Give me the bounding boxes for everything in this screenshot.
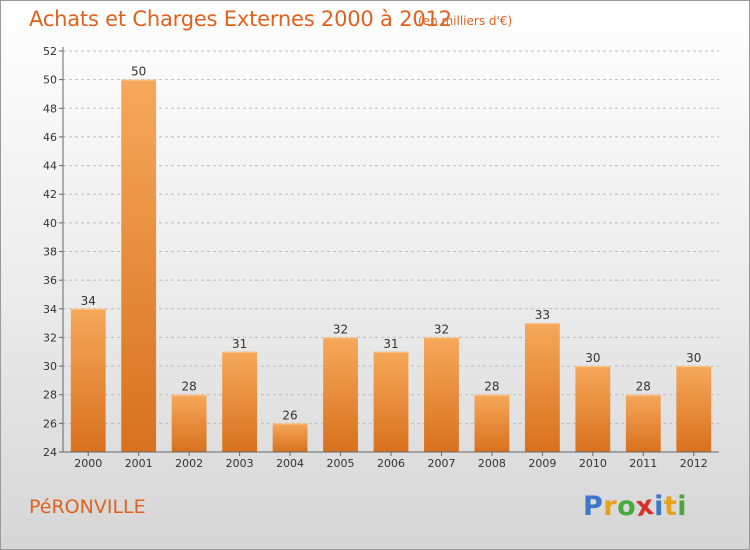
x-tick-label-2002: 2002: [175, 457, 203, 470]
commune-name: PéRONVILLE: [29, 496, 146, 518]
y-tick-label: 44: [43, 160, 57, 173]
data-label-2000: 34: [81, 294, 96, 308]
data-label-2001: 50: [131, 65, 146, 79]
y-tick-label: 40: [43, 217, 57, 230]
y-tick-label: 34: [43, 303, 57, 316]
x-tick-label-2005: 2005: [327, 457, 355, 470]
x-tick-label-2004: 2004: [276, 457, 304, 470]
bar-2012: [676, 366, 712, 452]
y-tick-label: 46: [43, 131, 57, 144]
logo-letter: r: [603, 491, 618, 522]
y-tick-label: 38: [43, 246, 57, 259]
bar-2000: [70, 308, 106, 452]
x-tick-label-2012: 2012: [680, 457, 708, 470]
y-tick-label: 30: [43, 360, 57, 373]
bar-2008: [474, 394, 510, 452]
bar-2003: [222, 351, 258, 452]
bar-2007: [424, 337, 459, 452]
data-label-2010: 30: [585, 351, 600, 365]
y-tick-label: 42: [43, 188, 57, 201]
y-tick-label: 32: [43, 331, 57, 344]
logo-letter: i: [654, 491, 664, 522]
x-tick-label-2003: 2003: [226, 457, 254, 470]
x-tick-label-2008: 2008: [478, 457, 506, 470]
data-label-2007: 32: [434, 322, 449, 336]
x-tick-label-2009: 2009: [528, 457, 556, 470]
data-label-2004: 26: [282, 408, 297, 422]
y-tick-label: 26: [43, 417, 57, 430]
chart-subtitle: (en milliers d'€): [418, 14, 513, 28]
logo-letter: o: [617, 491, 637, 522]
bar-2005: [323, 337, 358, 452]
bar-2001: [121, 79, 157, 453]
data-labels: 34 50 28 31 26 32 31 32 28 33 30 28 30: [81, 65, 702, 423]
bar-2011: [625, 394, 661, 452]
axes: 24 26 28 30 32 34 36 38 40 42 44 46 48 50 52 2000 2001 20…: [43, 45, 719, 470]
bar-2010: [575, 366, 611, 452]
y-tick-label: 24: [43, 446, 57, 459]
logo-letter: t: [663, 491, 678, 522]
data-label-2011: 28: [636, 380, 651, 394]
x-tick-label-2000: 2000: [74, 457, 102, 470]
y-tick-label: 36: [43, 274, 57, 287]
y-tick-label: 50: [43, 74, 57, 87]
x-tick-label-2001: 2001: [125, 457, 153, 470]
bar-2004: [272, 423, 308, 452]
x-tick-label-2006: 2006: [377, 457, 405, 470]
chart-title: Achats et Charges Externes 2000 à 2012: [29, 7, 452, 31]
bar-2002: [171, 394, 207, 452]
logo-letter: P: [583, 491, 604, 522]
y-tick-label: 28: [43, 389, 57, 402]
logo-letter: i: [677, 491, 688, 522]
x-tick-label-2007: 2007: [427, 457, 455, 470]
y-tick-label: 52: [43, 45, 57, 58]
data-label-2002: 28: [182, 380, 197, 394]
y-tick-label: 48: [43, 102, 57, 115]
data-label-2012: 30: [686, 351, 701, 365]
data-label-2005: 32: [333, 322, 348, 336]
logo-letter: x: [634, 489, 657, 524]
data-label-2009: 33: [535, 308, 550, 322]
bar-2009: [524, 323, 560, 452]
proxiti-logo: Proxiti: [583, 489, 688, 524]
x-tick-label-2010: 2010: [579, 457, 607, 470]
data-label-2006: 31: [383, 337, 398, 351]
data-label-2003: 31: [232, 337, 247, 351]
bar-2006: [373, 351, 409, 452]
bars: [70, 79, 712, 453]
x-tick-label-2011: 2011: [629, 457, 657, 470]
data-label-2008: 28: [484, 380, 499, 394]
